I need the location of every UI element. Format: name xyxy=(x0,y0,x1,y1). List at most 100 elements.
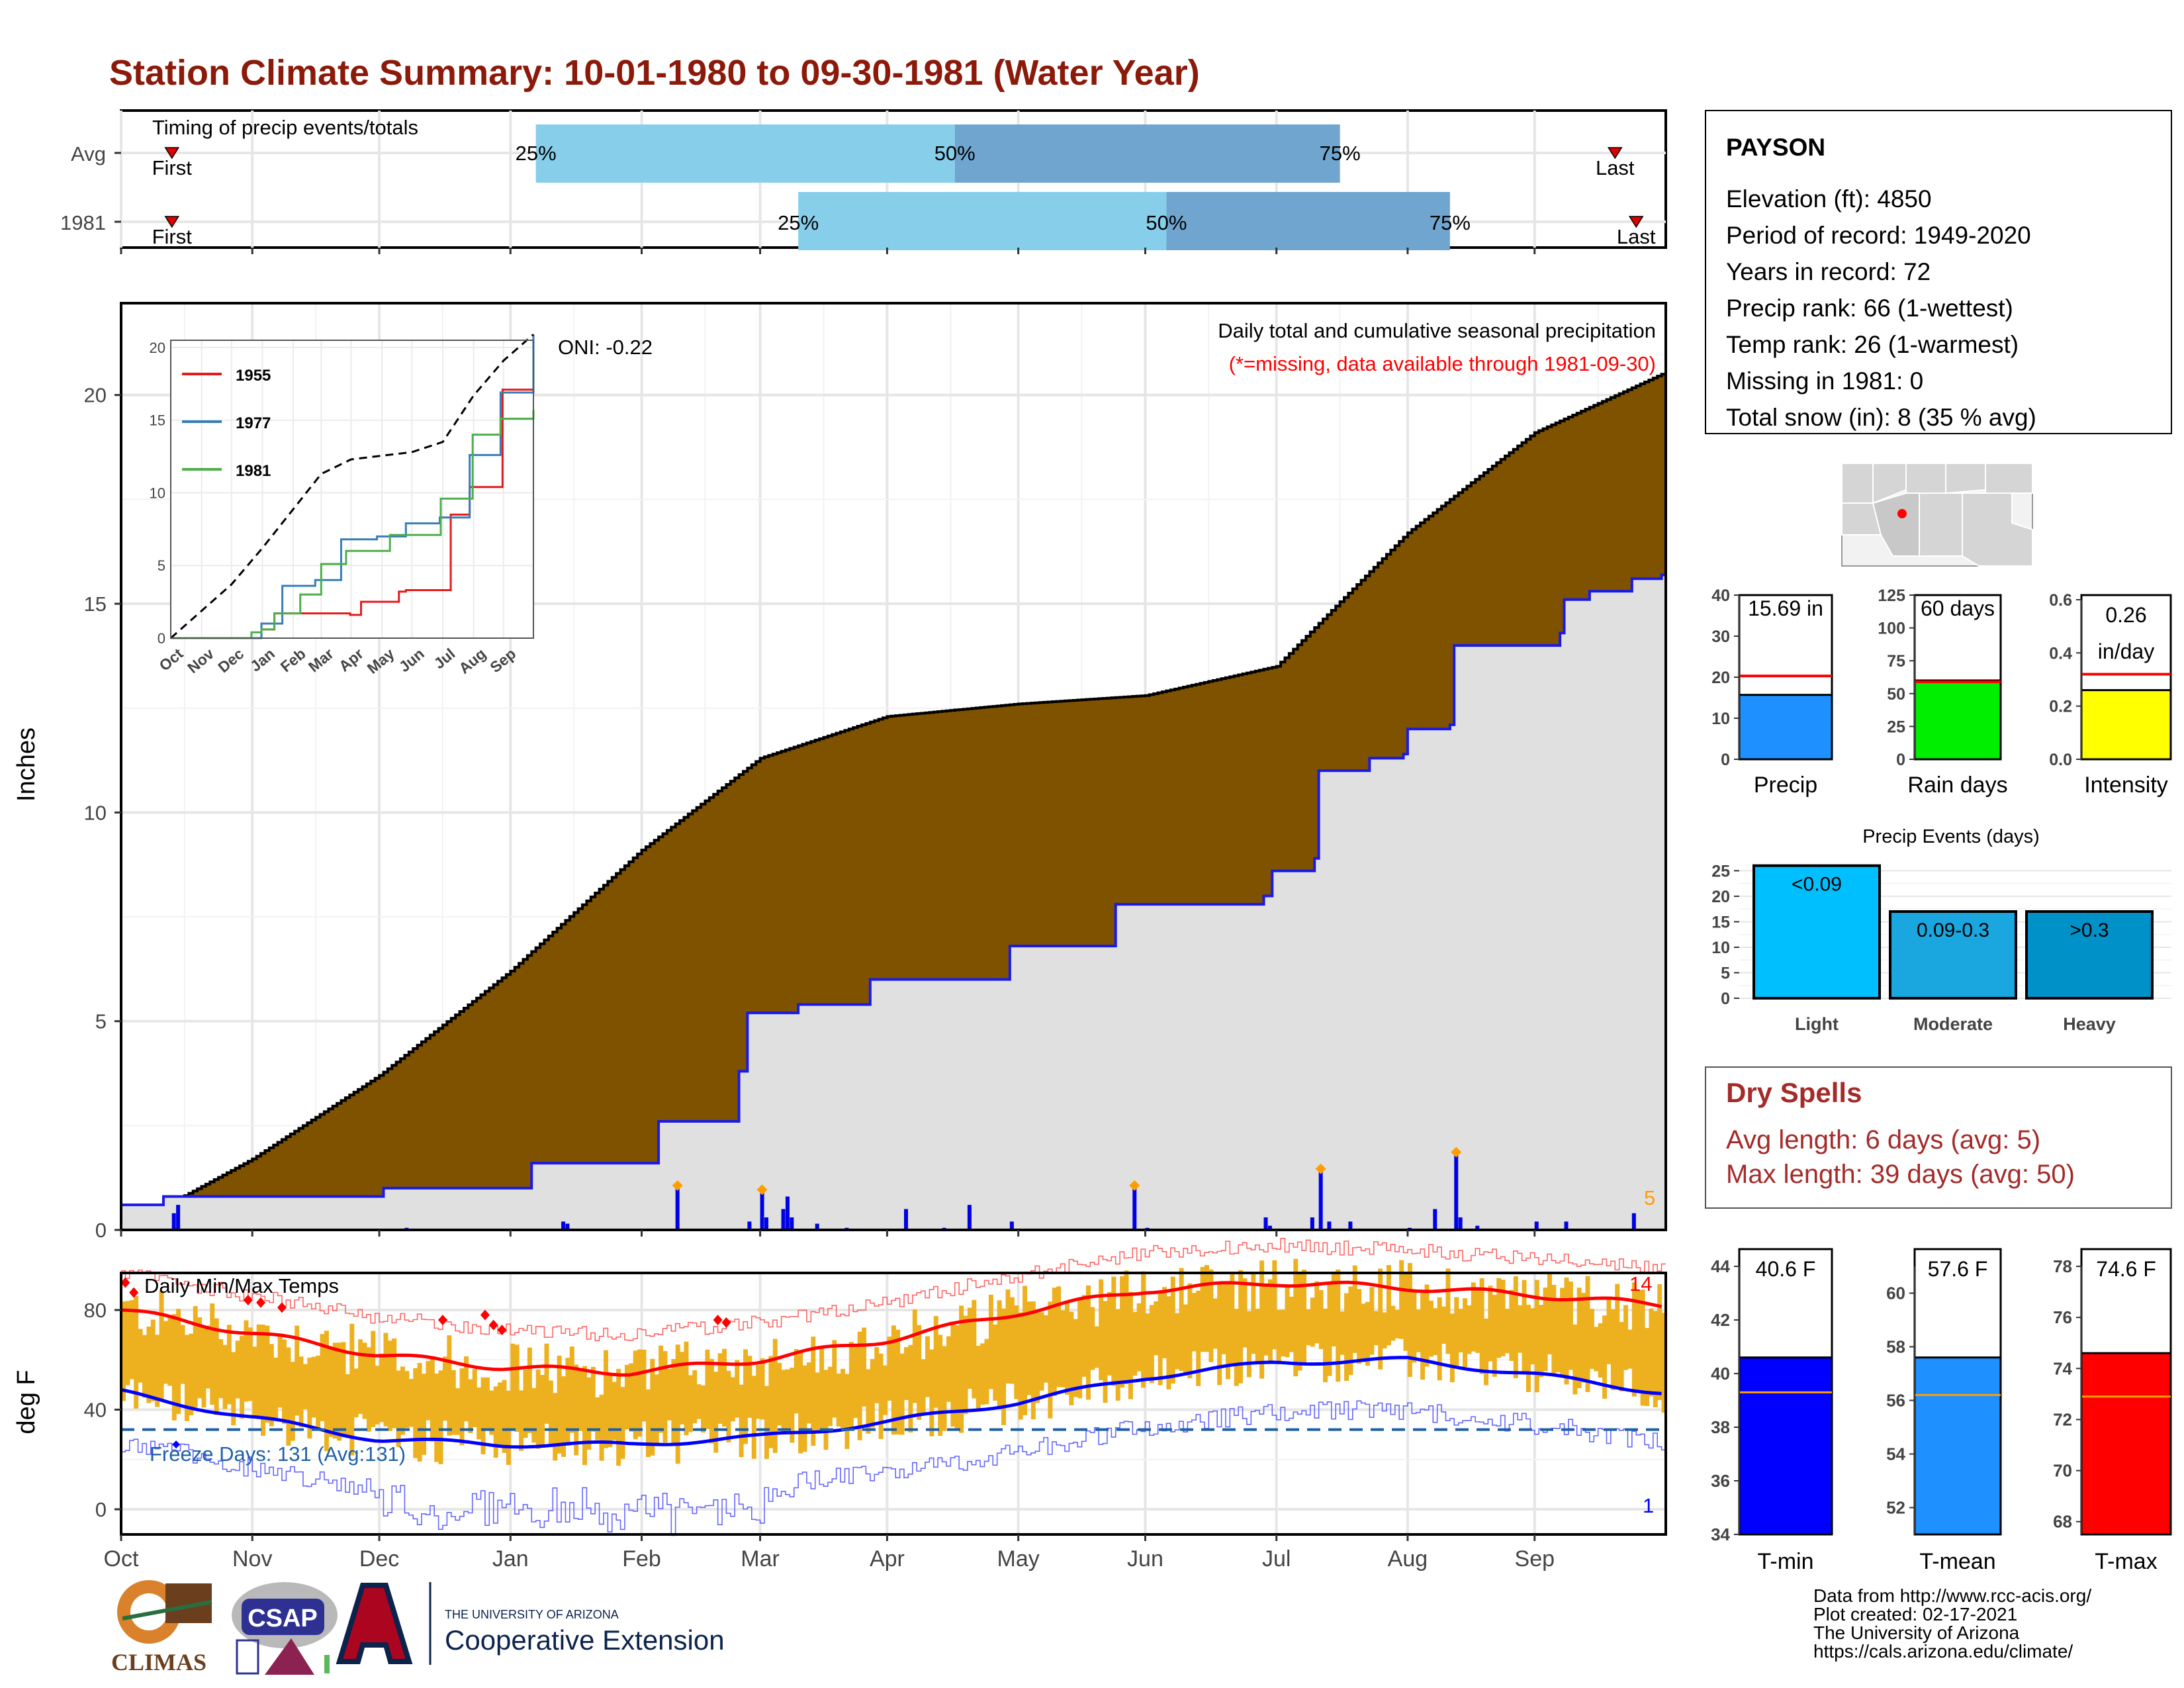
daily-temp-range-bar xyxy=(1276,1309,1281,1362)
daily-temp-range-bar xyxy=(506,1390,511,1466)
daily-temp-range-bar xyxy=(1547,1274,1552,1354)
events-tick-label: 5 xyxy=(1721,964,1730,982)
inset-ytick-label: 15 xyxy=(150,412,165,429)
daily-temp-range-bar xyxy=(1585,1276,1590,1392)
gauge-tick-label: 20 xyxy=(1711,669,1730,687)
daily-temp-range-bar xyxy=(586,1377,592,1450)
month-label: Mar xyxy=(741,1546,780,1571)
daily-temp-range-bar xyxy=(553,1393,558,1461)
daily-temp-range-bar xyxy=(696,1384,702,1419)
daily-temp-range-bar xyxy=(328,1348,334,1437)
daily-temp-range-bar xyxy=(633,1350,638,1440)
daily-temp-range-bar xyxy=(1522,1280,1527,1374)
daily-temp-range-bar xyxy=(1394,1309,1400,1338)
daily-temp-range-bar xyxy=(1128,1291,1133,1399)
gauge-tick-label: 40 xyxy=(1711,1364,1730,1383)
gauge-value-bar xyxy=(1738,694,1833,761)
daily-temp-range-bar xyxy=(171,1314,177,1421)
daily-temp-range-bar xyxy=(925,1336,930,1397)
precip-panel: 0 5 10 15 20 Inches Daily total and cumulati… xyxy=(13,302,1667,1242)
daily-precip-bar xyxy=(176,1205,181,1230)
daily-temp-range-bar xyxy=(159,1291,164,1401)
daily-temp-range-bar xyxy=(1225,1284,1230,1380)
daily-temp-range-bar xyxy=(438,1370,443,1464)
timing-label: Timing of precip events/totals xyxy=(152,116,418,139)
daily-temp-range-bar xyxy=(286,1347,291,1446)
events-tick-label: 15 xyxy=(1711,913,1730,931)
daily-temp-range-bar xyxy=(972,1299,977,1399)
daily-temp-range-bar xyxy=(917,1325,922,1420)
daily-temp-range-bar xyxy=(1302,1269,1307,1363)
daily-temp-range-bar xyxy=(451,1370,456,1435)
tmax-gauge: 68 70 72 74 76 78 74.6 F T-max xyxy=(2053,1248,2172,1574)
daily-temp-range-bar xyxy=(929,1349,934,1436)
daily-temp-range-bar xyxy=(1064,1301,1069,1395)
daily-temp-range-bar xyxy=(1179,1268,1184,1372)
freeze-days: Freeze Days: 131 (Avg:131) xyxy=(150,1442,406,1466)
daily-temp-range-bar xyxy=(1107,1291,1112,1376)
daily-temp-range-bar xyxy=(1645,1328,1650,1407)
events-bar xyxy=(1889,910,2017,1000)
daily-temp-range-bar xyxy=(841,1368,846,1429)
credit-url: https://cals.arizona.edu/climate/ xyxy=(1813,1641,2073,1662)
daily-precip-bar xyxy=(760,1192,764,1230)
gauge-value-bar xyxy=(2080,689,2172,761)
gauge-tick-label: 76 xyxy=(2053,1307,2072,1327)
tmin-gauge: 34 36 38 40 42 44 40.6 F T-min xyxy=(1711,1248,1833,1574)
daily-temp-range-bar xyxy=(210,1303,215,1405)
daily-temp-range-bar xyxy=(705,1349,710,1429)
daily-temp-range-bar xyxy=(1158,1293,1163,1385)
daily-temp-range-bar xyxy=(197,1317,203,1399)
daily-temp-range-bar xyxy=(218,1338,224,1399)
daily-temp-range-bar xyxy=(1314,1281,1320,1344)
daily-temp-range-bar xyxy=(730,1377,735,1422)
daily-temp-range-bar xyxy=(1001,1308,1007,1425)
record-high-marker xyxy=(277,1302,287,1313)
daily-temp-range-bar xyxy=(1598,1323,1603,1378)
daily-temp-range-bar xyxy=(430,1358,435,1442)
daily-temp-range-bar xyxy=(442,1356,447,1421)
daily-precip-bar xyxy=(561,1221,566,1230)
daily-temp-range-bar xyxy=(1230,1272,1235,1366)
daily-precip-bar xyxy=(785,1196,790,1230)
daily-temp-range-bar xyxy=(1060,1310,1066,1387)
daily-temp-range-bar xyxy=(548,1380,553,1446)
daily-temp-range-bar xyxy=(1111,1276,1116,1386)
daily-temp-range-bar xyxy=(866,1369,871,1434)
daily-precip-bar xyxy=(1348,1221,1353,1230)
daily-temp-range-bar xyxy=(662,1351,668,1443)
daily-temp-range-bar xyxy=(226,1325,232,1405)
precip-panel-title: Daily total and cumulative seasonal prec… xyxy=(1218,319,1656,342)
daily-temp-range-bar xyxy=(1441,1306,1447,1344)
gauge-tick-label: 36 xyxy=(1711,1471,1730,1491)
gauge-tick-label: 100 xyxy=(1878,620,1905,638)
daily-temp-range-bar xyxy=(1551,1285,1557,1376)
daily-temp-range-bar xyxy=(455,1388,461,1435)
daily-temp-range-bar xyxy=(569,1346,574,1433)
daily-temp-range-bar xyxy=(1081,1295,1087,1377)
precip-ylabel: Inches xyxy=(13,727,40,802)
daily-temp-range-bar xyxy=(654,1374,659,1446)
daily-temp-range-bar xyxy=(345,1374,350,1438)
tmin-average-line xyxy=(120,1356,1662,1449)
daily-temp-range-bar xyxy=(375,1366,380,1425)
gauge-tick-label: 34 xyxy=(1711,1524,1730,1544)
daily-temp-range-bar xyxy=(1183,1304,1189,1376)
precip-corner-count: 5 xyxy=(1644,1186,1655,1209)
station-snow: Total snow (in): 8 (35 % avg) xyxy=(1726,404,2036,431)
daily-temp-range-bar xyxy=(387,1340,392,1431)
daily-temp-range-bar xyxy=(167,1316,173,1386)
daily-temp-range-bar xyxy=(1619,1322,1624,1391)
station-info-frame xyxy=(1705,110,2172,434)
timing-bar-lower-half xyxy=(535,124,955,183)
daily-precip-bar xyxy=(1318,1171,1323,1230)
events-bar xyxy=(1752,864,1881,1000)
credit-university: The University of Arizona xyxy=(1813,1622,2020,1643)
daily-temp-range-bar xyxy=(811,1336,816,1446)
daily-temp-range-bar xyxy=(1170,1276,1175,1384)
daily-temp-range-bar xyxy=(772,1338,778,1454)
daily-temp-range-bar xyxy=(1449,1313,1455,1383)
temp-ylabel: deg F xyxy=(13,1370,40,1434)
daily-temp-range-bar xyxy=(468,1379,473,1433)
